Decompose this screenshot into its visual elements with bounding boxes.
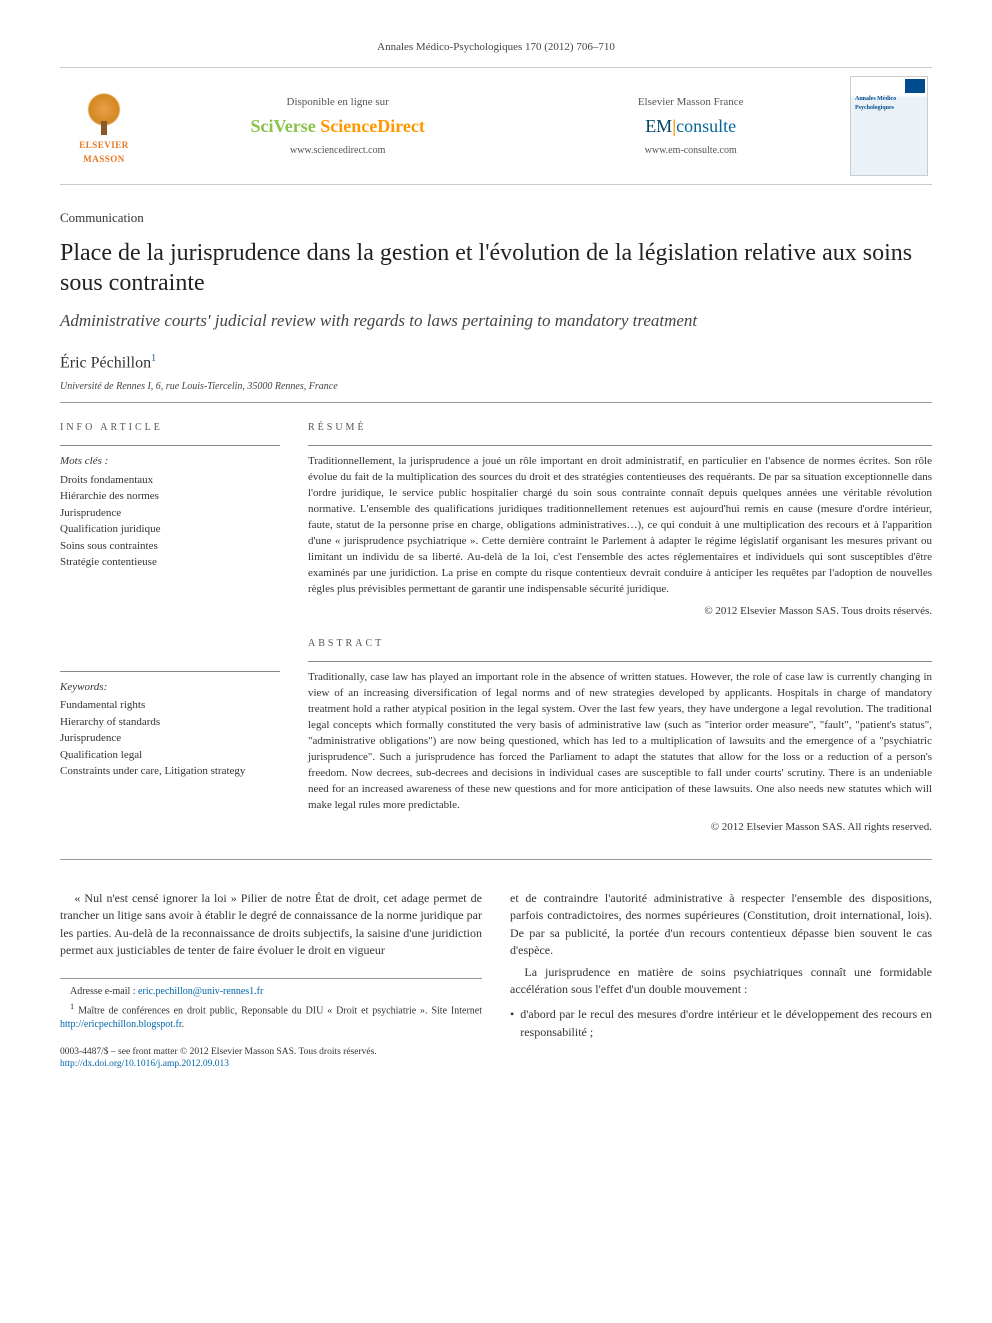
resume-copyright: © 2012 Elsevier Masson SAS. Tous droits …: [308, 604, 932, 619]
resume-rule: [308, 445, 932, 446]
sciencedirect-url[interactable]: www.sciencedirect.com: [250, 144, 424, 158]
article-type: Communication: [60, 209, 932, 227]
motscles-label: Mots clés :: [60, 454, 280, 469]
footnote-1: 1 Maître de conférences en droit public,…: [60, 1001, 482, 1032]
bullet-list-item: • d'abord par le recul des mesures d'ord…: [510, 1006, 932, 1041]
banner-center: Disponible en ligne sur SciVerse Science…: [144, 95, 850, 158]
footnote-url[interactable]: http://ericpechillon.blogspot.fr: [60, 1019, 182, 1030]
article-title: Place de la jurisprudence dans la gestio…: [60, 238, 932, 298]
motscles-block: Mots clés : Droits fondamentaux Hiérarch…: [60, 454, 280, 570]
journal-cover-thumbnail: Annales Médico Psychologiques: [850, 76, 928, 176]
sciverse-brand[interactable]: SciVerse ScienceDirect: [250, 114, 424, 139]
available-label: Disponible en ligne sur: [250, 95, 424, 110]
author-text: Éric Péchillon: [60, 354, 151, 371]
keywords-block: Keywords: Fundamental rights Hierarchy o…: [60, 680, 280, 780]
footnote-marker: 1: [70, 1002, 74, 1011]
emconsulte-url[interactable]: www.em-consulte.com: [638, 144, 744, 158]
keyword-item: Qualification legal: [60, 747, 280, 764]
body-column-right: et de contraindre l'autorité administrat…: [510, 890, 932, 1071]
em-text: EM: [645, 116, 672, 136]
info-rule: [60, 671, 280, 672]
article-info-column: INFO ARTICLE Mots clés : Droits fondamen…: [60, 421, 280, 835]
keyword-item: Jurisprudence: [60, 505, 280, 522]
keyword-item: Fundamental rights: [60, 697, 280, 714]
motscles-list: Droits fondamentaux Hiérarchie des norme…: [60, 472, 280, 571]
keywords-list: Fundamental rights Hierarchy of standard…: [60, 697, 280, 780]
abstracts-column: RÉSUMÉ Traditionnellement, la jurisprude…: [308, 421, 932, 835]
footnote-text: Maître de conférences en droit public, R…: [78, 1005, 482, 1016]
sciencedirect-text: ScienceDirect: [320, 116, 425, 136]
publisher-banner: ELSEVIER MASSON Disponible en ligne sur …: [60, 67, 932, 185]
elsevier-tree-icon: [79, 87, 129, 137]
elsevier-label-1: ELSEVIER: [79, 139, 129, 152]
doi-link[interactable]: http://dx.doi.org/10.1016/j.amp.2012.09.…: [60, 1058, 482, 1070]
footnote-email: Adresse e-mail : eric.pechillon@univ-ren…: [60, 985, 482, 999]
abstract-section: INFO ARTICLE Mots clés : Droits fondamen…: [60, 421, 932, 835]
consulte-text: consulte: [676, 116, 736, 136]
keyword-item: Droits fondamentaux: [60, 472, 280, 489]
footnotes: Adresse e-mail : eric.pechillon@univ-ren…: [60, 978, 482, 1032]
keyword-item: Qualification juridique: [60, 521, 280, 538]
article-subtitle: Administrative courts' judicial review w…: [60, 310, 932, 332]
keyword-item: Stratégie contentieuse: [60, 554, 280, 571]
abstract-copyright: © 2012 Elsevier Masson SAS. All rights r…: [308, 820, 932, 835]
resume-heading: RÉSUMÉ: [308, 421, 932, 435]
emconsulte-brand[interactable]: EM|consulte: [638, 114, 744, 139]
email-label: Adresse e-mail :: [70, 986, 136, 997]
article-body: « Nul n'est censé ignorer la loi » Pilie…: [60, 890, 932, 1071]
info-rule: [60, 445, 280, 446]
section-rule: [60, 402, 932, 403]
sciencedirect-block: Disponible en ligne sur SciVerse Science…: [250, 95, 424, 158]
author-name: Éric Péchillon1: [60, 352, 932, 375]
emfrance-label: Elsevier Masson France: [638, 95, 744, 110]
body-paragraph: « Nul n'est censé ignorer la loi » Pilie…: [60, 890, 482, 960]
keywords-label: Keywords:: [60, 680, 280, 695]
cover-title: Annales Médico Psychologiques: [855, 95, 927, 112]
body-column-left: « Nul n'est censé ignorer la loi » Pilie…: [60, 890, 482, 1071]
journal-header: Annales Médico-Psychologiques 170 (2012)…: [60, 40, 932, 55]
keyword-item: Hiérarchie des normes: [60, 488, 280, 505]
info-article-heading: INFO ARTICLE: [60, 421, 280, 435]
bullet-icon: •: [510, 1006, 514, 1041]
body-paragraph: La jurisprudence en matière de soins psy…: [510, 964, 932, 999]
author-affiliation: Université de Rennes I, 6, rue Louis-Tie…: [60, 380, 932, 394]
keyword-item: Soins sous contraintes: [60, 538, 280, 555]
email-link[interactable]: eric.pechillon@univ-rennes1.fr: [138, 986, 263, 997]
abstract-heading: ABSTRACT: [308, 637, 932, 651]
keyword-item: Jurisprudence: [60, 730, 280, 747]
abstract-text: Traditionally, case law has played an im…: [308, 670, 932, 813]
keyword-item: Hierarchy of standards: [60, 714, 280, 731]
abstract-rule: [308, 661, 932, 662]
article-footer-info: 0003-4487/$ – see front matter © 2012 El…: [60, 1046, 482, 1071]
author-footnote-ref[interactable]: 1: [151, 353, 156, 364]
issn-line: 0003-4487/$ – see front matter © 2012 El…: [60, 1046, 482, 1058]
bullet-text: d'abord par le recul des mesures d'ordre…: [520, 1006, 932, 1041]
body-paragraph: et de contraindre l'autorité administrat…: [510, 890, 932, 960]
keyword-item: Constraints under care, Litigation strat…: [60, 763, 280, 780]
resume-text: Traditionnellement, la jurisprudence a j…: [308, 454, 932, 597]
elsevier-label-2: MASSON: [83, 153, 125, 166]
elsevier-logo: ELSEVIER MASSON: [64, 87, 144, 166]
section-rule: [60, 859, 932, 860]
sciverse-text: SciVerse: [250, 116, 315, 136]
emconsulte-block: Elsevier Masson France EM|consulte www.e…: [638, 95, 744, 158]
